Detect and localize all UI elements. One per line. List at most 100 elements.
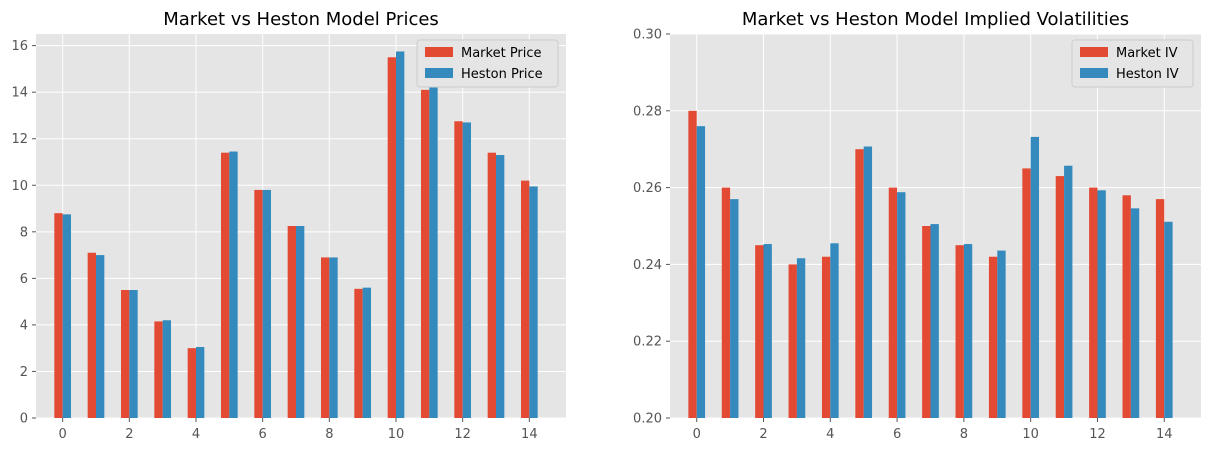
bar-series-2: [162, 320, 171, 418]
bar-series-2: [830, 243, 839, 418]
bar-series-2: [362, 287, 371, 418]
bar-series-2: [863, 146, 873, 418]
bar-series-1: [54, 213, 63, 418]
bar-series-2: [963, 244, 973, 418]
bar-series-2: [1064, 165, 1073, 418]
bar-series-1: [688, 110, 697, 419]
bar-series-2: [62, 214, 71, 418]
bar-series-1: [87, 252, 96, 418]
y-tick-label: 10: [11, 179, 28, 194]
bar-series-1: [1089, 187, 1098, 418]
bar-series-2: [897, 192, 906, 418]
bar-series-1: [421, 89, 430, 418]
bar-series-2: [1097, 190, 1106, 418]
bar-series-1: [154, 321, 163, 418]
bar-series-1: [521, 180, 530, 418]
x-tick-label: 8: [960, 427, 968, 442]
y-tick-label: 0: [20, 412, 28, 427]
bar-series-1: [221, 152, 230, 418]
bar-series-1: [121, 290, 130, 418]
bar-series-2: [262, 189, 271, 418]
legend-swatch: [425, 68, 453, 78]
x-tick-label: 14: [1156, 427, 1173, 442]
bar-series-2: [429, 87, 438, 418]
bar-series-1: [821, 256, 831, 418]
x-tick-label: 2: [759, 427, 767, 442]
chart-panel-1: 0 2 4 6 8 10 12 14 0 2 4 6 8 10 12 14 16 Market vs Heston…: [11, 9, 566, 442]
bar-series-1: [321, 257, 330, 418]
legend-swatch: [1080, 68, 1108, 78]
bar-series-2: [1130, 208, 1140, 418]
bar-series-1: [354, 288, 363, 418]
x-tick-label: 10: [388, 427, 405, 442]
y-tick-label: 0.28: [633, 104, 662, 119]
bar-series-1: [287, 226, 296, 418]
bar-series-1: [955, 245, 964, 418]
y-tick-label: 6: [20, 272, 28, 287]
legend-label: Market IV: [1116, 46, 1178, 61]
bar-series-1: [487, 152, 496, 418]
bar-series-2: [196, 347, 205, 418]
y-tick-label: 0.26: [633, 181, 662, 196]
x-tick-label: 12: [454, 427, 471, 442]
y-tick-label: 0.30: [633, 28, 662, 43]
bar-series-2: [696, 126, 706, 418]
y-tick-label: 2: [20, 365, 28, 380]
bar-series-1: [788, 264, 797, 418]
bar-series-2: [763, 244, 772, 418]
y-tick-label: 0.20: [633, 412, 662, 427]
x-tick-label: 14: [521, 427, 538, 442]
bar-series-1: [1122, 195, 1131, 418]
bar-series-1: [721, 187, 731, 418]
bar-series-1: [1055, 176, 1065, 418]
bar-series-1: [755, 245, 764, 418]
chart-title: Market vs Heston Model Prices: [163, 9, 439, 30]
bar-series-1: [1155, 199, 1165, 418]
bar-series-2: [1164, 221, 1173, 418]
legend: Market IV Heston IV: [1071, 39, 1194, 88]
chart-title: Market vs Heston Model Implied Volatilit…: [742, 9, 1129, 30]
y-tick-label: 16: [11, 39, 28, 54]
bar-series-2: [229, 151, 238, 418]
bar-series-2: [997, 250, 1006, 418]
bar-series-2: [796, 258, 806, 418]
x-tick-label: 0: [693, 427, 701, 442]
x-tick-label: 6: [259, 427, 267, 442]
x-tick-label: 4: [192, 427, 200, 442]
x-tick-label: 8: [325, 427, 333, 442]
y-tick-label: 12: [11, 132, 28, 147]
bar-series-2: [329, 257, 338, 418]
bar-series-2: [730, 199, 739, 418]
bar-series-2: [1030, 136, 1040, 419]
bar-series-2: [496, 155, 505, 418]
x-tick-label: 4: [826, 427, 834, 442]
legend-swatch: [425, 47, 453, 57]
legend-label: Heston Price: [461, 67, 543, 82]
legend-label: Market Price: [461, 46, 542, 61]
legend: Market Price Heston Price: [416, 39, 559, 88]
y-tick-label: 0.24: [633, 258, 662, 273]
bar-series-2: [296, 226, 305, 418]
x-tick-label: 12: [1089, 427, 1106, 442]
bar-series-2: [129, 290, 138, 418]
bar-series-1: [888, 187, 898, 418]
legend-swatch: [1080, 47, 1108, 57]
x-tick-label: 0: [59, 427, 67, 442]
bar-series-2: [96, 255, 105, 418]
bar-series-1: [922, 226, 931, 418]
bar-series-1: [1022, 168, 1031, 418]
y-tick-label: 0.22: [633, 335, 662, 350]
y-tick-label: 4: [20, 318, 28, 333]
y-tick-label: 8: [20, 225, 28, 240]
chart-panel-2: 0 2 4 6 8 10 12 14 0.20 0.22 0.24 0.26 0.28 0.30 Marke…: [633, 9, 1201, 442]
bar-series-2: [529, 186, 538, 418]
bar-series-1: [387, 57, 396, 418]
bar-series-1: [855, 149, 864, 418]
bar-series-1: [254, 189, 263, 418]
bar-series-2: [462, 122, 471, 418]
bar-series-1: [988, 256, 998, 418]
bar-series-2: [930, 224, 939, 418]
y-tick-label: 14: [11, 86, 28, 101]
